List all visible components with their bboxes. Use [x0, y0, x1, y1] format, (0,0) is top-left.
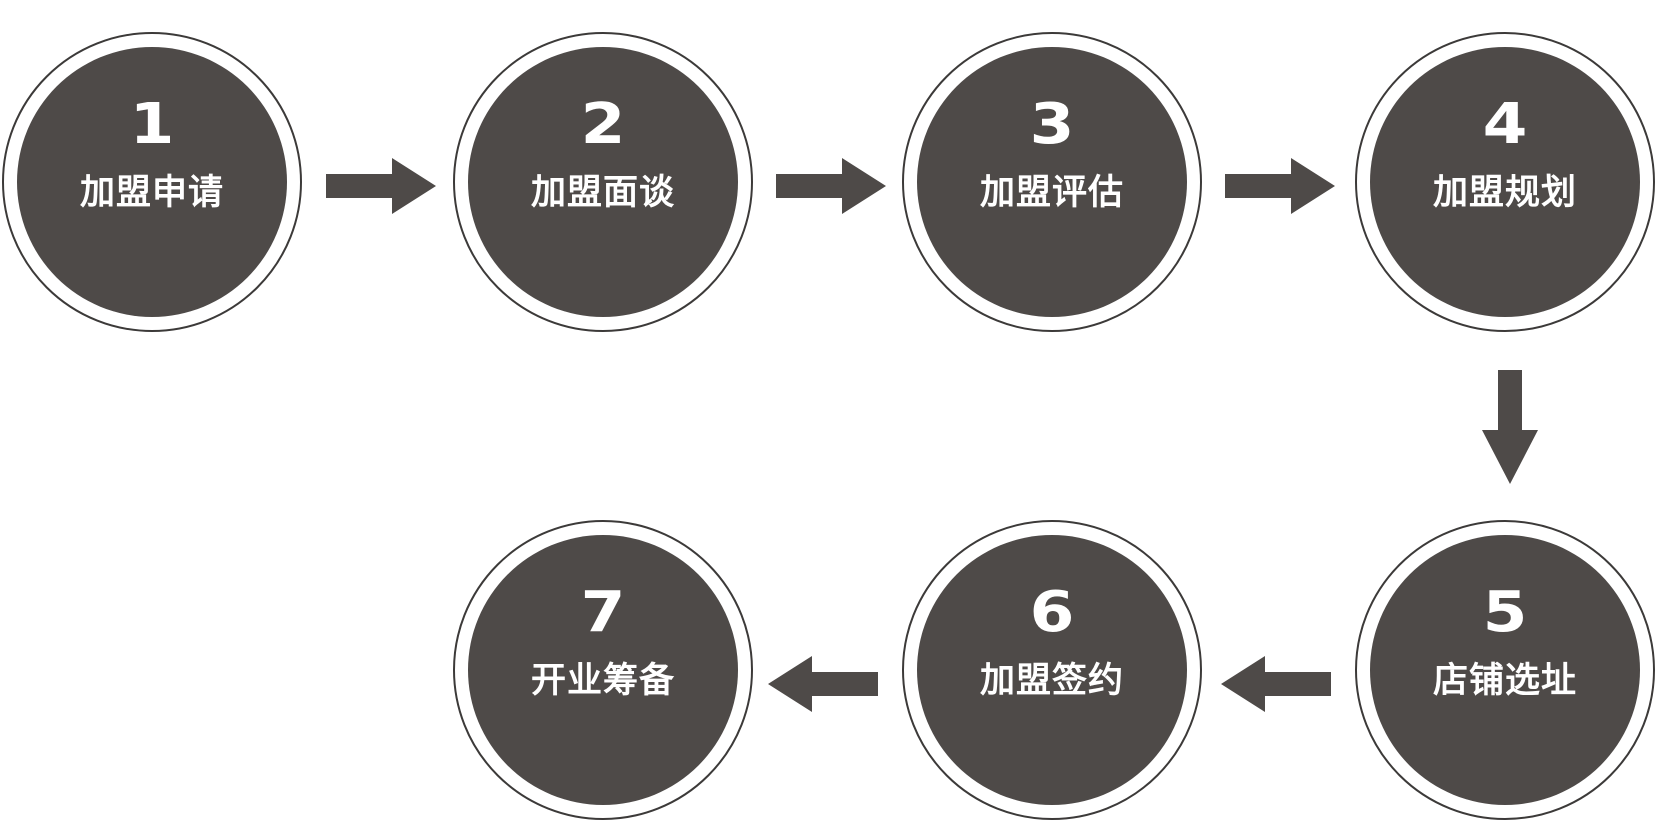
step-7-circle: 7 开业筹备 — [453, 520, 753, 820]
step-number: 3 — [1029, 92, 1075, 157]
step-number: 6 — [1029, 580, 1075, 645]
step-disc: 7 开业筹备 — [468, 535, 738, 805]
step-number: 1 — [129, 92, 175, 157]
step-number: 4 — [1482, 92, 1528, 157]
step-label: 店铺选址 — [1432, 661, 1577, 701]
step-1-circle: 1 加盟申请 — [2, 32, 302, 332]
step-disc: 2 加盟面谈 — [468, 47, 738, 317]
step-label: 加盟申请 — [79, 173, 224, 213]
arrow-down-icon — [1482, 370, 1538, 484]
step-2-circle: 2 加盟面谈 — [453, 32, 753, 332]
step-5-circle: 5 店铺选址 — [1355, 520, 1655, 820]
step-label: 开业筹备 — [530, 661, 675, 701]
step-4-circle: 4 加盟规划 — [1355, 32, 1655, 332]
step-number: 5 — [1482, 580, 1528, 645]
step-disc: 5 店铺选址 — [1370, 535, 1640, 805]
step-6-circle: 6 加盟签约 — [902, 520, 1202, 820]
step-label: 加盟签约 — [979, 661, 1124, 701]
step-label: 加盟评估 — [979, 173, 1124, 213]
step-number: 7 — [580, 580, 626, 645]
step-disc: 6 加盟签约 — [917, 535, 1187, 805]
arrow-right-icon — [776, 158, 886, 214]
arrow-right-icon — [1225, 158, 1335, 214]
step-disc: 4 加盟规划 — [1370, 47, 1640, 317]
step-number: 2 — [580, 92, 626, 157]
step-label: 加盟规划 — [1432, 173, 1577, 213]
arrow-right-icon — [326, 158, 436, 214]
step-label: 加盟面谈 — [530, 173, 675, 213]
step-3-circle: 3 加盟评估 — [902, 32, 1202, 332]
arrow-left-icon — [768, 656, 878, 712]
arrow-left-icon — [1221, 656, 1331, 712]
step-disc: 3 加盟评估 — [917, 47, 1187, 317]
step-disc: 1 加盟申请 — [17, 47, 287, 317]
